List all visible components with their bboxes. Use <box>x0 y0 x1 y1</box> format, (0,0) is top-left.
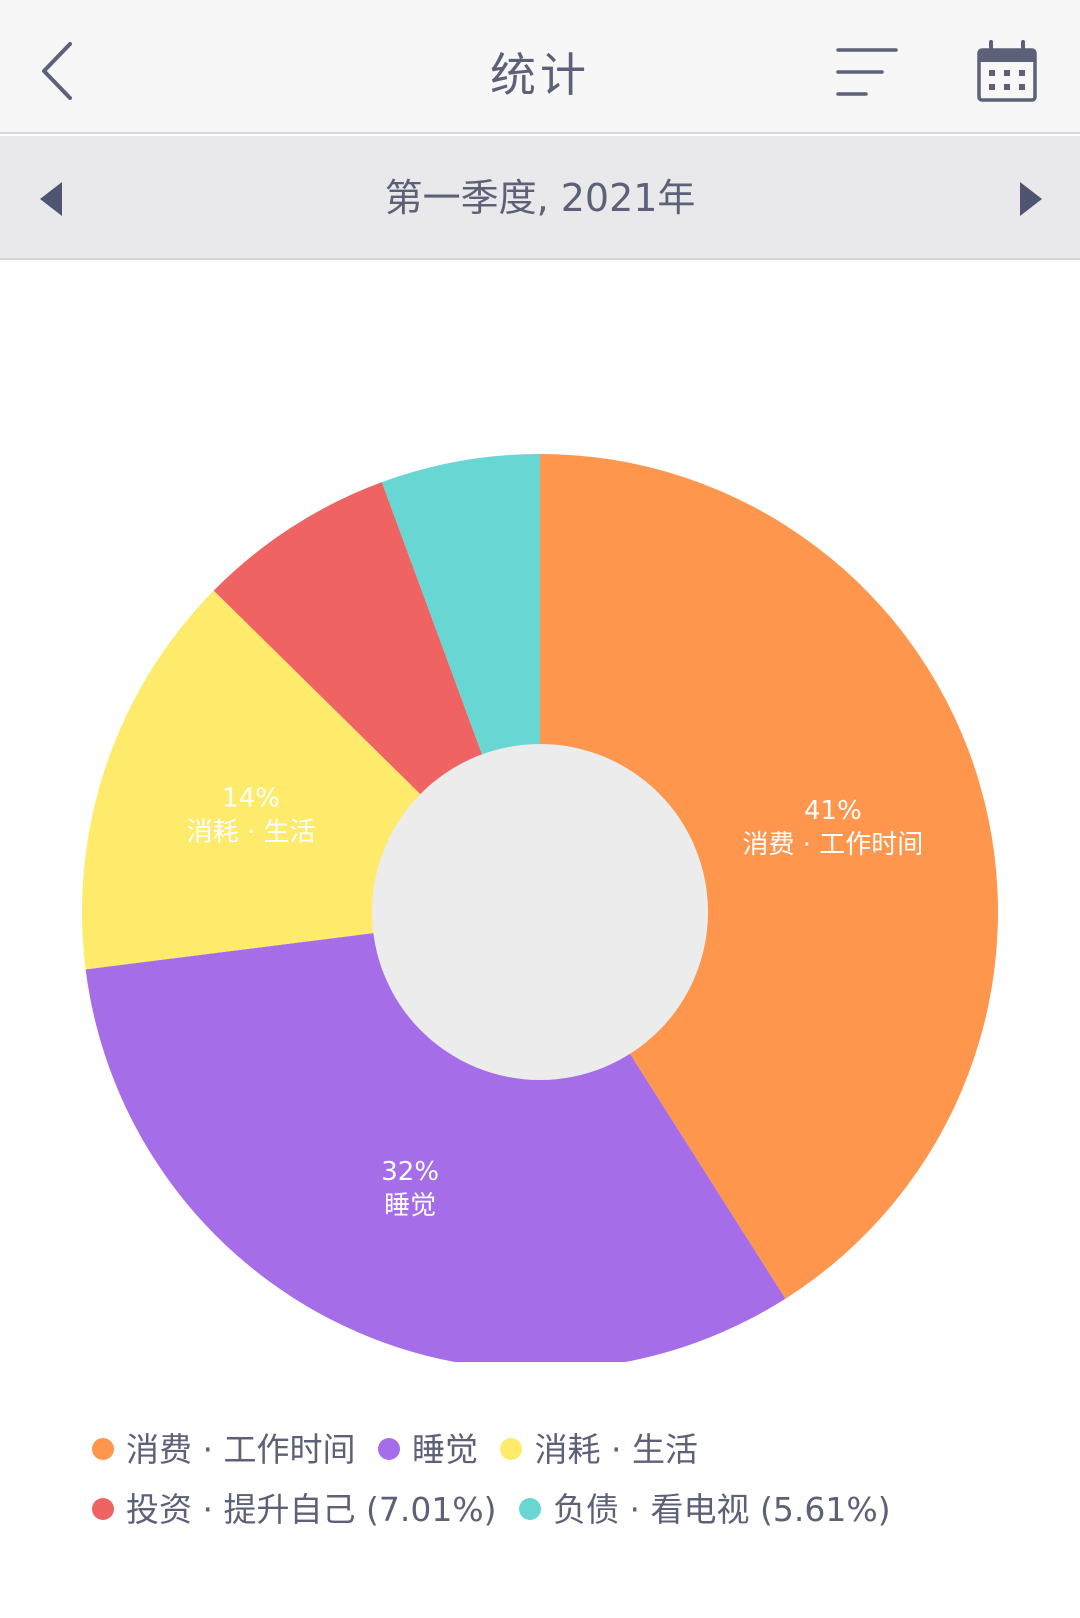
chart-legend: 消费 · 工作时间 睡觉 消耗 · 生活 投资 · 提升自己 (7.01%) 负… <box>92 1420 1052 1540</box>
pie-slice[interactable] <box>540 454 999 1299</box>
legend-swatch <box>519 1497 542 1520</box>
legend-swatch <box>377 1437 400 1460</box>
period-label: 第一季度, 2021年 <box>384 176 696 220</box>
legend-item[interactable]: 投资 · 提升自己 (7.01%) <box>92 1480 497 1540</box>
legend-label: 睡觉 <box>411 1430 478 1469</box>
donut-center-hole <box>372 744 708 1080</box>
legend-label: 消耗 · 生活 <box>534 1430 698 1469</box>
donut-chart-svg: 41% 消费 · 工作时间 32% 睡觉 14% 消耗 · 生活 <box>82 454 999 1362</box>
legend-item[interactable]: 消耗 · 生活 <box>500 1420 698 1480</box>
slice-percent-label: 32% <box>381 1157 439 1187</box>
legend-swatch <box>500 1437 523 1460</box>
list-filter-button[interactable] <box>836 44 900 100</box>
calendar-icon <box>977 40 1037 102</box>
legend-label: 投资 · 提升自己 (7.01%) <box>126 1490 497 1529</box>
triangle-right-icon <box>1020 182 1042 216</box>
back-button[interactable] <box>30 36 90 106</box>
legend-label: 负债 · 看电视 (5.61%) <box>553 1490 891 1529</box>
donut-chart: 41% 消费 · 工作时间 32% 睡觉 14% 消耗 · 生活 <box>0 262 1080 1362</box>
chevron-left-icon <box>42 42 72 100</box>
legend-row: 投资 · 提升自己 (7.01%) 负债 · 看电视 (5.61%) <box>92 1480 1052 1540</box>
slice-percent-label: 14% <box>222 783 280 813</box>
legend-item[interactable]: 消费 · 工作时间 <box>92 1420 355 1480</box>
list-filter-icon <box>836 48 898 96</box>
legend-item[interactable]: 睡觉 <box>377 1420 478 1480</box>
calendar-button[interactable] <box>976 40 1038 104</box>
slice-name-label: 消耗 · 生活 <box>187 817 316 847</box>
slice-name-label: 睡觉 <box>384 1191 436 1221</box>
legend-label: 消费 · 工作时间 <box>126 1430 356 1469</box>
slice-name-label: 消费 · 工作时间 <box>742 830 923 860</box>
top-navigation-bar: 统计 <box>0 0 1080 134</box>
slice-percent-label: 41% <box>804 796 862 826</box>
page-title: 统计 <box>490 48 590 102</box>
legend-swatch <box>92 1437 114 1460</box>
period-selector: 第一季度, 2021年 <box>0 136 1080 260</box>
legend-row: 消费 · 工作时间 睡觉 消耗 · 生活 <box>92 1420 1052 1480</box>
triangle-left-icon <box>40 182 62 216</box>
previous-period-button[interactable] <box>28 174 78 224</box>
legend-item[interactable]: 负债 · 看电视 (5.61%) <box>519 1480 891 1540</box>
next-period-button[interactable] <box>1004 174 1054 224</box>
legend-swatch <box>92 1497 114 1520</box>
